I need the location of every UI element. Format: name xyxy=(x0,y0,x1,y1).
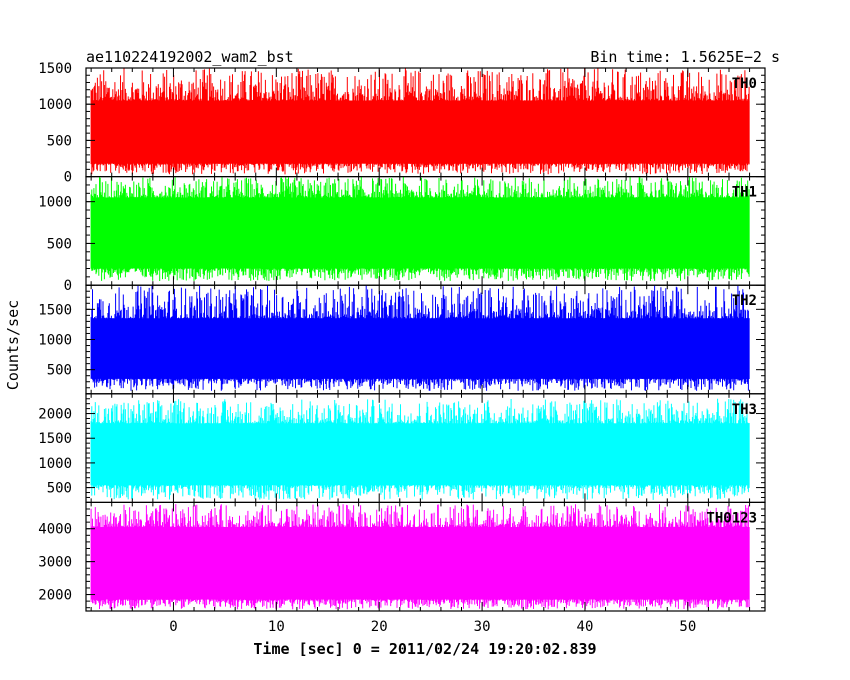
y-tick-label: 2000 xyxy=(38,588,72,604)
x-tick-label: 20 xyxy=(371,619,388,635)
panel-label-th1: TH1 xyxy=(732,185,757,201)
series-spikes-th2 xyxy=(90,285,750,391)
panel-th1: 0 500 1000 TH1 xyxy=(38,176,766,294)
panel-label-th2: TH2 xyxy=(732,293,757,309)
y-tick-label: 1500 xyxy=(38,61,72,77)
panels-group: 050010001500TH005001000TH150010001500TH2… xyxy=(38,61,766,635)
bin-time-label: Bin time: 1.5625E−2 s xyxy=(590,48,780,66)
y-tick-label: 1500 xyxy=(38,302,72,318)
series-th3 xyxy=(90,398,750,500)
series-th0 xyxy=(90,68,750,175)
series-spikes-th1 xyxy=(90,176,750,281)
x-tick-label: 30 xyxy=(474,619,491,635)
panel-th0123: 2000 3000 4000 TH0123 xyxy=(38,501,766,612)
y-tick-label: 2000 xyxy=(38,407,72,423)
chart-title: ae110224192002_wam2_bst xyxy=(86,48,294,66)
y-tick-label: 0 xyxy=(64,278,72,294)
panel-th3: 500 1000 1500 2000 TH3 xyxy=(38,393,766,503)
y-tick-label: 3000 xyxy=(38,555,72,571)
x-tick-label: 50 xyxy=(679,619,696,635)
panel-label-th0123: TH0123 xyxy=(706,510,757,526)
y-tick-label: 1000 xyxy=(38,456,72,472)
y-axis-label: Counts/sec xyxy=(4,300,22,390)
y-tick-label: 500 xyxy=(47,481,72,497)
panel-label-th3: TH3 xyxy=(732,402,757,418)
panel-th0: 0 500 1000 1500 TH0 xyxy=(38,61,766,186)
y-tick-label: 4000 xyxy=(38,522,72,538)
y-tick-label: 1500 xyxy=(38,431,72,447)
y-tick-label: 1000 xyxy=(38,195,72,211)
x-tick-label: 10 xyxy=(268,619,285,635)
panel-th2: 500 1000 1500 TH2 xyxy=(38,284,766,395)
y-tick-label: 1000 xyxy=(38,97,72,113)
series-spikes-th0123 xyxy=(90,504,750,610)
x-tick-label: 40 xyxy=(577,619,594,635)
series-th2 xyxy=(90,285,750,391)
x-tick-label: 0 xyxy=(169,619,177,635)
series-spikes-th3 xyxy=(90,398,750,500)
y-tick-label: 1000 xyxy=(38,333,72,349)
panel-frame xyxy=(85,501,766,612)
series-spikes-th0 xyxy=(90,68,750,175)
y-tick-label: 0 xyxy=(64,170,72,186)
y-tick-label: 500 xyxy=(47,363,72,379)
y-tick-label: 500 xyxy=(47,133,72,149)
panel-label-th0: TH0 xyxy=(732,76,757,92)
x-axis-label: Time [sec] 0 = 2011/02/24 19:20:02.839 xyxy=(253,640,596,658)
series-th1 xyxy=(90,176,750,281)
y-tick-label: 500 xyxy=(47,236,72,252)
series-th0123 xyxy=(90,504,750,610)
